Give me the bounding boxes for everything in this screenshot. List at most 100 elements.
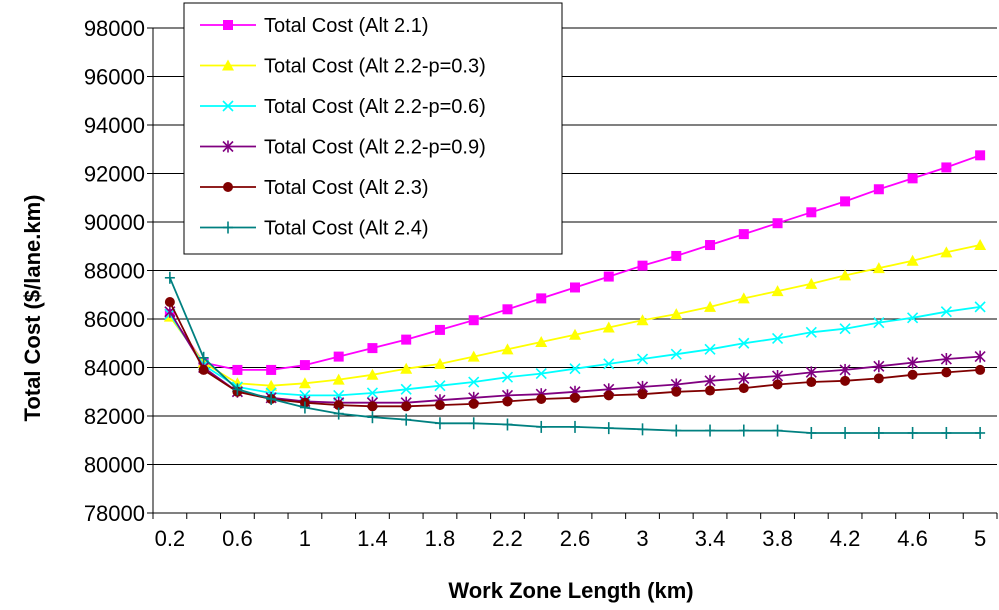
data-point [266, 364, 277, 375]
data-point [671, 424, 682, 437]
data-point [738, 383, 749, 394]
series-5 [164, 297, 986, 412]
data-point [704, 374, 716, 387]
data-point [941, 426, 952, 439]
data-point [975, 364, 986, 375]
legend-marker [222, 140, 234, 153]
data-point [907, 312, 919, 324]
y-tick-label: 82000 [84, 404, 145, 429]
y-tick-label: 90000 [84, 210, 145, 235]
data-point [332, 373, 345, 385]
data-point [704, 300, 717, 312]
data-point [536, 293, 547, 304]
data-point [974, 301, 986, 313]
x-tick-label: 0.6 [222, 526, 253, 551]
data-point [535, 336, 548, 348]
x-tick-label: 3 [636, 526, 648, 551]
data-point [299, 401, 310, 414]
data-point [671, 250, 682, 261]
data-point [603, 422, 614, 435]
y-tick-label: 92000 [84, 162, 145, 187]
data-point [367, 343, 378, 354]
data-point [670, 308, 683, 320]
legend-label: Total Cost (Alt 2.4) [264, 218, 429, 240]
data-point [434, 417, 445, 430]
data-point [806, 207, 817, 218]
data-point [805, 366, 817, 379]
x-tick-label: 1 [299, 526, 311, 551]
data-point [603, 358, 615, 370]
data-point [570, 282, 580, 293]
data-point [806, 377, 817, 388]
data-point [570, 420, 580, 433]
data-point [636, 314, 649, 326]
legend-marker [222, 59, 234, 71]
data-point [907, 426, 918, 439]
data-point [637, 260, 648, 271]
y-tick-label: 84000 [84, 356, 145, 381]
data-point [840, 196, 851, 207]
legend-entry: Total Cost (Alt 2.2-p=0.9) [200, 137, 486, 159]
data-point [298, 377, 311, 389]
series-6 [164, 271, 986, 439]
data-point [502, 418, 513, 431]
data-point [738, 372, 750, 385]
data-point [941, 162, 952, 173]
legend-entry: Total Cost (Alt 2.2-p=0.6) [200, 96, 486, 118]
data-point [434, 324, 445, 335]
x-tick-label: 2.6 [560, 526, 591, 551]
data-point [941, 367, 952, 378]
data-point [501, 371, 514, 383]
y-tick-label: 88000 [84, 259, 145, 284]
data-point [536, 420, 547, 433]
x-tick-label: 1.4 [357, 526, 388, 551]
data-point [232, 383, 243, 396]
data-point [637, 423, 648, 436]
data-point [536, 394, 547, 405]
data-point [738, 229, 749, 240]
legend-label: Total Cost (Alt 2.2-p=0.3) [264, 56, 486, 78]
data-point [400, 362, 413, 374]
x-tick-label: 3.8 [762, 526, 793, 551]
data-point [738, 424, 749, 437]
data-point [401, 401, 412, 412]
data-point [164, 297, 175, 308]
data-point [467, 350, 480, 362]
x-tick-label: 4.2 [830, 526, 861, 551]
legend-marker [222, 100, 234, 112]
y-tick-label: 86000 [84, 307, 145, 332]
x-tick-label: 3.4 [695, 526, 726, 551]
data-point [873, 184, 884, 195]
x-axis-title: Work Zone Length (km) [448, 578, 693, 603]
legend-label: Total Cost (Alt 2.2-p=0.9) [264, 137, 486, 159]
legend-label: Total Cost (Alt 2.2-p=0.6) [264, 96, 486, 118]
data-point [468, 398, 479, 409]
data-point [502, 396, 513, 407]
y-tick-labels: 78000 80000 82000 84000 86000 88000 90000 92000… [84, 16, 145, 526]
data-point [265, 379, 278, 391]
data-point [468, 315, 479, 326]
data-point [906, 254, 919, 266]
legend-entry: Total Cost (Alt 2.3) [200, 177, 429, 199]
data-point [705, 240, 716, 251]
legend-entry: Total Cost (Alt 2.1) [200, 15, 429, 37]
legend: Total Cost (Alt 2.1) Total Cost (Alt 2.2-… [183, 2, 563, 255]
data-point [805, 277, 818, 289]
data-point [873, 360, 885, 373]
legend-label: Total Cost (Alt 2.1) [264, 15, 429, 37]
data-point [705, 424, 716, 437]
data-point [232, 364, 243, 375]
data-point [434, 380, 446, 392]
data-point [333, 407, 344, 420]
data-point [502, 304, 513, 315]
data-point [198, 351, 209, 364]
data-point [704, 343, 716, 355]
data-point [164, 271, 175, 284]
data-point [975, 150, 986, 161]
legend-marker [223, 182, 233, 192]
series-line [169, 244, 981, 387]
legend-entry: Total Cost (Alt 2.2-p=0.3) [200, 56, 486, 78]
data-point [873, 373, 884, 384]
y-tick-label: 78000 [84, 501, 145, 526]
data-point [839, 363, 851, 376]
